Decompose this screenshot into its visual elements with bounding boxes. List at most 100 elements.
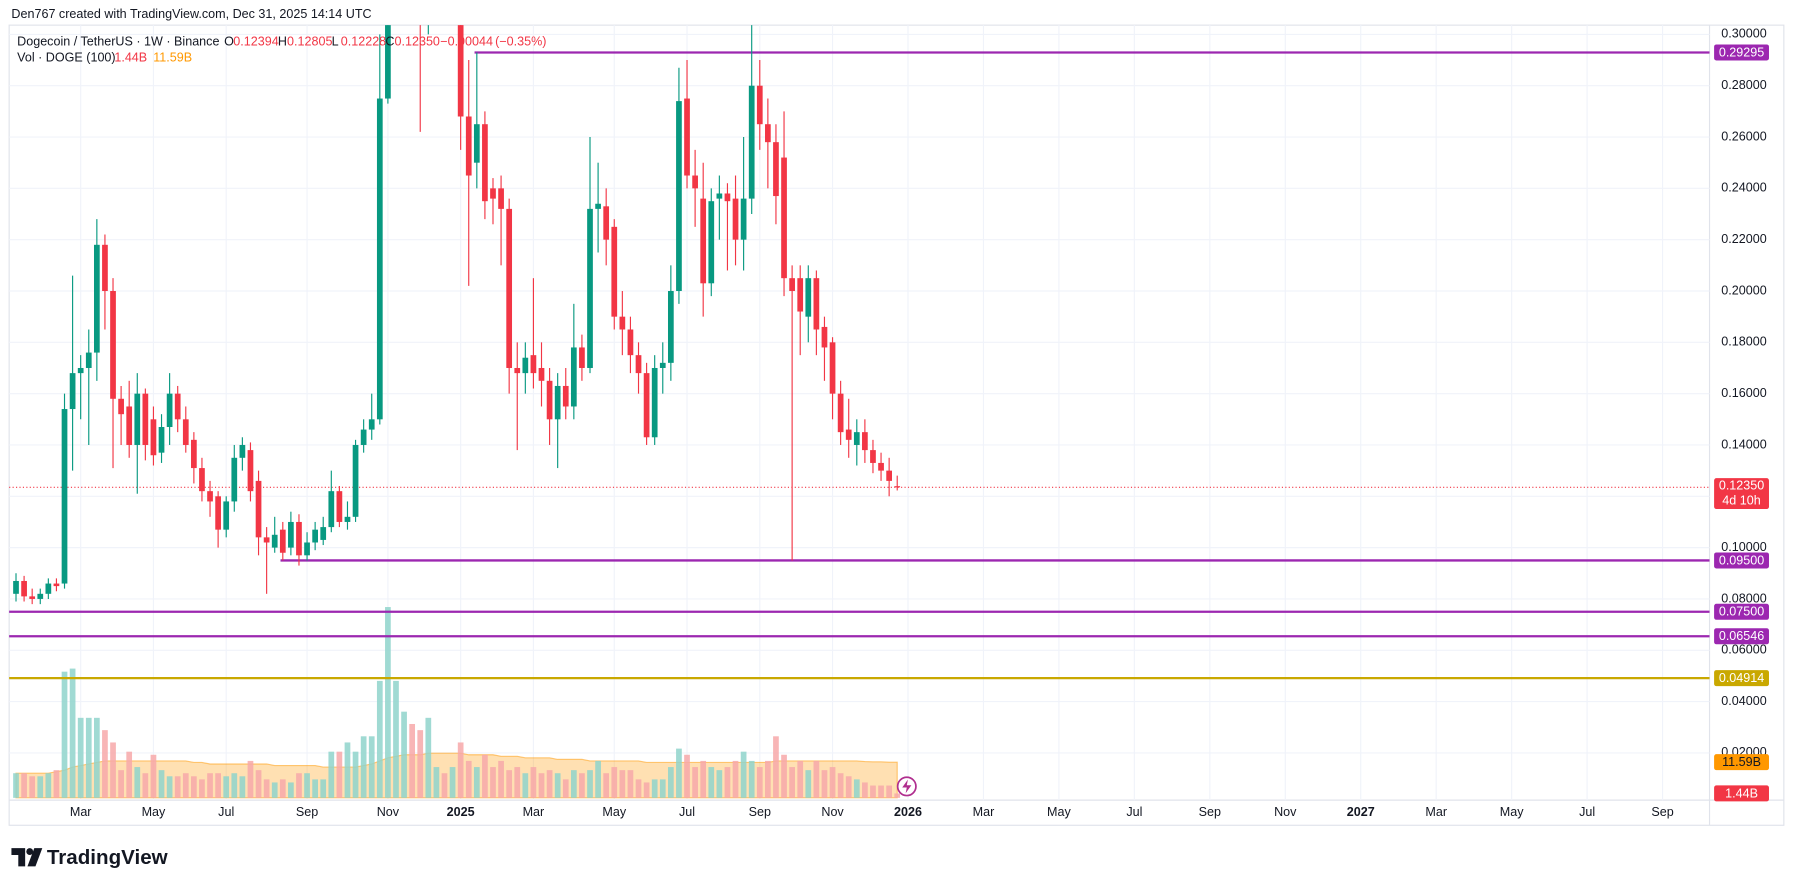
y-tick-label: 0.14000: [1721, 437, 1766, 451]
footer-logo: TradingView: [11, 846, 169, 869]
candle-body: [619, 316, 626, 330]
candle-body: [271, 534, 278, 548]
candle-body: [61, 409, 68, 584]
y-tick-label: 0.16000: [1721, 386, 1766, 400]
volume-bar: [627, 770, 634, 798]
y-tick-label: 0.22000: [1721, 232, 1766, 246]
volume-bar: [595, 760, 601, 798]
volume-bar: [813, 760, 820, 798]
volume-bar: [93, 717, 100, 798]
volume-bar: [13, 773, 19, 798]
volume-bar: [546, 770, 553, 798]
volume-bar: [352, 751, 359, 798]
legend-ohlc-value: 0.12805: [287, 35, 332, 49]
candle-body: [692, 175, 698, 189]
candle-body: [667, 291, 674, 363]
y-tick-label: 0.20000: [1721, 283, 1766, 297]
candle-body: [360, 429, 367, 445]
candle-body: [514, 367, 521, 374]
volume-bar: [684, 754, 690, 798]
volume-bar: [247, 760, 254, 798]
candle-body: [45, 583, 52, 594]
volume-bar: [708, 767, 715, 798]
candle-body: [296, 521, 302, 556]
volume-bar: [118, 770, 124, 798]
volume-bar: [894, 793, 901, 798]
volume-bar: [279, 779, 286, 798]
x-tick-label: Mar: [973, 805, 995, 819]
y-tick-label: 0.06000: [1721, 643, 1766, 657]
candle-body: [538, 367, 545, 381]
candle-body: [385, 25, 391, 99]
candle-body: [562, 385, 569, 407]
candle-body: [93, 244, 100, 353]
last-price-label: 0.12350: [1719, 478, 1764, 492]
y-tick-label: 0.28000: [1721, 78, 1766, 92]
candle-body: [651, 367, 658, 438]
volume-bar: [659, 779, 666, 798]
volume-bar: [603, 773, 610, 798]
candle-body: [53, 583, 60, 587]
candle-body: [724, 193, 731, 202]
volume-bar: [716, 770, 723, 798]
candle-body: [716, 193, 723, 199]
x-tick-label: Jul: [218, 805, 234, 819]
x-tick-label: Sep: [749, 805, 771, 819]
candle-body: [789, 278, 795, 292]
volume-bar: [457, 742, 464, 798]
candle-body: [247, 450, 254, 492]
last-price-box: [1714, 478, 1769, 510]
volume-bar: [506, 770, 513, 798]
volume-bar: [21, 773, 27, 798]
volume-bar: [829, 767, 836, 798]
volume-bar: [102, 730, 108, 798]
candle-body: [29, 596, 36, 599]
candle-body: [320, 527, 327, 540]
candle-body: [279, 529, 286, 553]
candle-body: [166, 393, 173, 428]
candle-body: [595, 203, 601, 209]
legend-ohlc-key: H: [278, 35, 287, 49]
candle-body: [700, 198, 707, 284]
volume-bar: [870, 785, 876, 798]
volume-bar: [748, 760, 755, 798]
candle-body: [886, 470, 892, 481]
candle-body: [684, 98, 690, 176]
volume-bar: [417, 730, 424, 798]
x-tick-label: 2027: [1347, 805, 1375, 819]
candle-body: [223, 501, 230, 530]
candle-body: [312, 529, 318, 543]
volume-ma-box: [1714, 754, 1769, 771]
candle-body: [490, 188, 496, 199]
candle-body: [110, 291, 116, 399]
volume-bar: [562, 779, 569, 798]
candle-body: [805, 278, 812, 317]
volume-bar: [667, 767, 674, 798]
volume-bar: [853, 779, 860, 798]
candle-body: [894, 486, 901, 488]
legend-symbol: Dogecoin / TetherUS · 1W · Binance: [17, 35, 219, 49]
volume-bar: [336, 751, 343, 798]
volume-bar: [263, 779, 270, 798]
volume-bar: [126, 751, 133, 798]
candle-body: [263, 537, 270, 543]
volume-bar: [765, 760, 771, 798]
candle-body: [570, 347, 577, 407]
candle-body: [870, 450, 876, 463]
volume-bar: [797, 760, 804, 798]
level-label-box: [1714, 628, 1769, 645]
level-label-box: [1714, 44, 1769, 61]
candle-body: [118, 398, 124, 415]
volume-bar: [619, 770, 626, 798]
volume-bar: [732, 760, 739, 798]
x-tick-label: Sep: [296, 805, 318, 819]
volume-bar: [805, 770, 812, 798]
volume-bar: [271, 782, 278, 798]
y-tick-label: 0.30000: [1721, 27, 1766, 41]
volume-bar: [393, 680, 399, 798]
volume-bar: [182, 773, 189, 798]
x-tick-label: May: [1500, 805, 1524, 819]
x-tick-label: Jul: [1126, 805, 1142, 819]
candle-body: [635, 355, 642, 374]
x-tick-label: 2026: [894, 805, 922, 819]
